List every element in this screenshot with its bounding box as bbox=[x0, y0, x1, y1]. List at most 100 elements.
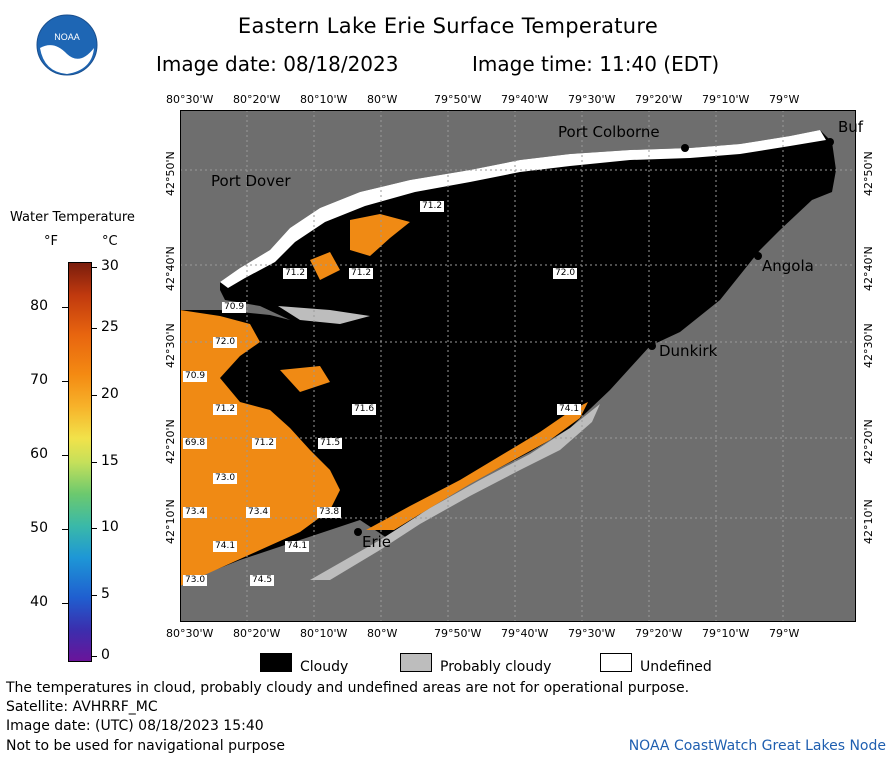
colorbar-f-tick: 60 bbox=[30, 446, 48, 462]
lon-tick-label: 79°10'W bbox=[702, 93, 750, 106]
colorbar-tick-mark bbox=[91, 528, 97, 529]
temperature-label: 69.8 bbox=[183, 438, 208, 449]
legend-probably-cloudy-swatch bbox=[400, 653, 432, 672]
lon-tick-label: 80°20'W bbox=[233, 627, 281, 640]
lon-tick-label: 79°50'W bbox=[434, 93, 482, 106]
lon-tick-label: 80°30'W bbox=[166, 627, 214, 640]
image-date: Image date: 08/18/2023 bbox=[156, 52, 399, 76]
temperature-label: 73.4 bbox=[183, 507, 208, 518]
city-erie: Erie bbox=[362, 533, 392, 551]
lon-tick-label: 79°40'W bbox=[501, 93, 549, 106]
temperature-label: 70.9 bbox=[183, 371, 208, 382]
lat-tick-label: 42°40'N bbox=[862, 246, 875, 291]
legend-probably-cloudy-label: Probably cloudy bbox=[440, 659, 552, 675]
warm-water-center bbox=[280, 366, 330, 392]
temperature-label: 71.2 bbox=[349, 268, 374, 279]
lon-tick-label: 79°30'W bbox=[568, 627, 616, 640]
lon-tick-label: 80°10'W bbox=[300, 93, 348, 106]
noaa-logo: NOAA bbox=[36, 14, 98, 76]
lon-tick-label: 79°50'W bbox=[434, 627, 482, 640]
colorbar-c-tick: 5 bbox=[101, 586, 110, 602]
footer-utc-date: Image date: (UTC) 08/18/2023 15:40 bbox=[6, 718, 264, 734]
colorbar-tick-mark bbox=[91, 328, 97, 329]
temperature-label: 72.0 bbox=[553, 268, 578, 279]
colorbar-title: Water Temperature bbox=[10, 210, 135, 225]
colorbar-tick-mark bbox=[91, 462, 97, 463]
temperature-label: 73.4 bbox=[246, 507, 271, 518]
temperature-label: 71.5 bbox=[318, 438, 343, 449]
angola-marker bbox=[754, 252, 762, 260]
lat-tick-label: 42°20'N bbox=[164, 419, 177, 464]
temperature-label: 74.1 bbox=[213, 541, 238, 552]
colorbar-f-tick: 50 bbox=[30, 520, 48, 536]
colorbar-tick-mark bbox=[91, 656, 97, 657]
lon-tick-label: 80°W bbox=[367, 627, 398, 640]
buffalo-marker bbox=[826, 138, 834, 146]
footer-satellite: Satellite: AVHRRF_MC bbox=[6, 699, 158, 715]
colorbar-tick-mark bbox=[91, 267, 97, 268]
image-time: Image time: 11:40 (EDT) bbox=[472, 52, 720, 76]
footer-node-link[interactable]: NOAA CoastWatch Great Lakes Node bbox=[628, 738, 886, 754]
colorbar-tick-mark bbox=[91, 395, 97, 396]
temperature-label: 71.2 bbox=[420, 201, 445, 212]
lon-tick-label: 80°10'W bbox=[300, 627, 348, 640]
colorbar-c-tick: 10 bbox=[101, 519, 119, 535]
colorbar-c-tick: 25 bbox=[101, 319, 119, 335]
lon-tick-label: 79°30'W bbox=[568, 93, 616, 106]
colorbar-f-tick: 80 bbox=[30, 298, 48, 314]
footer-disclaimer: The temperatures in cloud, probably clou… bbox=[6, 680, 690, 696]
colorbar-c-tick: 0 bbox=[101, 647, 110, 663]
legend-cloudy-swatch bbox=[260, 653, 292, 672]
city-angola: Angola bbox=[762, 257, 814, 275]
lon-tick-label: 80°W bbox=[367, 93, 398, 106]
lat-tick-label: 42°30'N bbox=[862, 323, 875, 368]
temperature-label: 71.2 bbox=[213, 404, 238, 415]
lon-tick-label: 79°20'W bbox=[635, 627, 683, 640]
city-buffalo: Buf bbox=[838, 118, 864, 136]
lon-tick-label: 79°40'W bbox=[501, 627, 549, 640]
lon-tick-label: 80°30'W bbox=[166, 93, 214, 106]
svg-text:NOAA: NOAA bbox=[54, 32, 80, 42]
city-port-dover: Port Dover bbox=[211, 172, 291, 190]
lat-tick-label: 42°50'N bbox=[164, 151, 177, 196]
lon-tick-label: 79°W bbox=[769, 627, 800, 640]
colorbar-tick-mark bbox=[62, 455, 68, 456]
colorbar-tick-mark bbox=[62, 381, 68, 382]
erie-marker bbox=[354, 528, 362, 536]
colorbar-tick-mark bbox=[62, 307, 68, 308]
colorbar-f-tick: 40 bbox=[30, 594, 48, 610]
colorbar-unit-f: °F bbox=[44, 234, 58, 249]
temperature-label: 72.0 bbox=[213, 337, 238, 348]
undefined-rim bbox=[220, 130, 826, 288]
colorbar-c-tick: 20 bbox=[101, 386, 119, 402]
warm-water-north bbox=[350, 214, 410, 256]
lat-tick-label: 42°20'N bbox=[862, 419, 875, 464]
colorbar-c-tick: 30 bbox=[101, 258, 119, 274]
lake-cloud-area bbox=[180, 130, 836, 580]
legend-undefined-label: Undefined bbox=[640, 659, 712, 675]
lon-tick-label: 79°20'W bbox=[635, 93, 683, 106]
colorbar-tick-mark bbox=[62, 603, 68, 604]
colorbar-tick-mark bbox=[91, 595, 97, 596]
lat-tick-label: 42°30'N bbox=[164, 323, 177, 368]
colorbar-f-tick: 70 bbox=[30, 372, 48, 388]
temperature-label: 71.2 bbox=[283, 268, 308, 279]
temperature-label: 73.0 bbox=[213, 473, 238, 484]
temperature-label: 73.0 bbox=[183, 575, 208, 586]
probably-cloudy-peninsula bbox=[278, 306, 370, 324]
temperature-label: 74.1 bbox=[557, 404, 582, 415]
lat-tick-label: 42°10'N bbox=[164, 499, 177, 544]
temperature-label: 73.8 bbox=[317, 507, 342, 518]
lon-tick-label: 79°W bbox=[769, 93, 800, 106]
temperature-label: 71.6 bbox=[352, 404, 377, 415]
colorbar-tick-mark bbox=[62, 529, 68, 530]
temperature-label: 74.1 bbox=[285, 541, 310, 552]
city-dunkirk: Dunkirk bbox=[659, 342, 718, 360]
temperature-label: 74.5 bbox=[250, 575, 275, 586]
port-colborne-marker bbox=[681, 144, 689, 152]
colorbar-c-tick: 15 bbox=[101, 453, 119, 469]
legend-undefined-swatch bbox=[600, 653, 632, 672]
footer-nav-note: Not to be used for navigational purpose bbox=[6, 738, 285, 754]
lon-tick-label: 80°20'W bbox=[233, 93, 281, 106]
dunkirk-marker bbox=[648, 342, 656, 350]
